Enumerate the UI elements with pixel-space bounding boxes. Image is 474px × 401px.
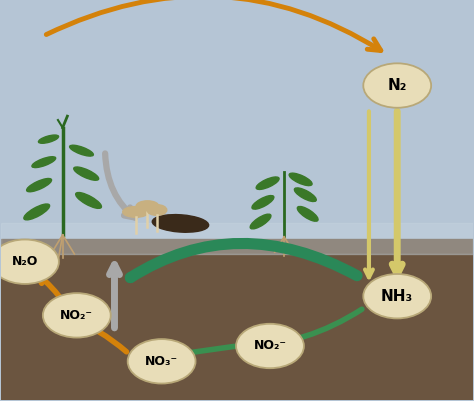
- Ellipse shape: [147, 205, 167, 215]
- Ellipse shape: [128, 339, 196, 383]
- Ellipse shape: [289, 173, 312, 186]
- Ellipse shape: [32, 157, 55, 168]
- Text: NO₂⁻: NO₂⁻: [60, 309, 93, 322]
- Ellipse shape: [0, 239, 59, 284]
- Text: N₂: N₂: [388, 78, 407, 93]
- Ellipse shape: [297, 207, 318, 221]
- Ellipse shape: [252, 196, 274, 209]
- Text: NH₃: NH₃: [381, 289, 413, 304]
- Ellipse shape: [74, 167, 99, 180]
- Ellipse shape: [236, 324, 304, 368]
- Ellipse shape: [136, 201, 159, 212]
- Text: NO₂⁻: NO₂⁻: [254, 340, 286, 352]
- Ellipse shape: [294, 188, 316, 202]
- Ellipse shape: [256, 177, 279, 189]
- Ellipse shape: [363, 274, 431, 318]
- Bar: [1, 16, 473, 239]
- Ellipse shape: [363, 63, 431, 108]
- Ellipse shape: [70, 145, 93, 156]
- Ellipse shape: [152, 215, 209, 232]
- Ellipse shape: [38, 135, 59, 143]
- Ellipse shape: [123, 207, 149, 217]
- Text: NO₃⁻: NO₃⁻: [145, 355, 178, 368]
- Bar: [1, 223, 473, 254]
- Ellipse shape: [24, 204, 50, 220]
- Ellipse shape: [27, 178, 52, 192]
- Ellipse shape: [76, 192, 101, 209]
- Bar: [1, 239, 473, 400]
- Ellipse shape: [250, 214, 271, 229]
- Text: N₂O: N₂O: [12, 255, 38, 268]
- Ellipse shape: [43, 293, 111, 338]
- FancyArrowPatch shape: [130, 243, 357, 277]
